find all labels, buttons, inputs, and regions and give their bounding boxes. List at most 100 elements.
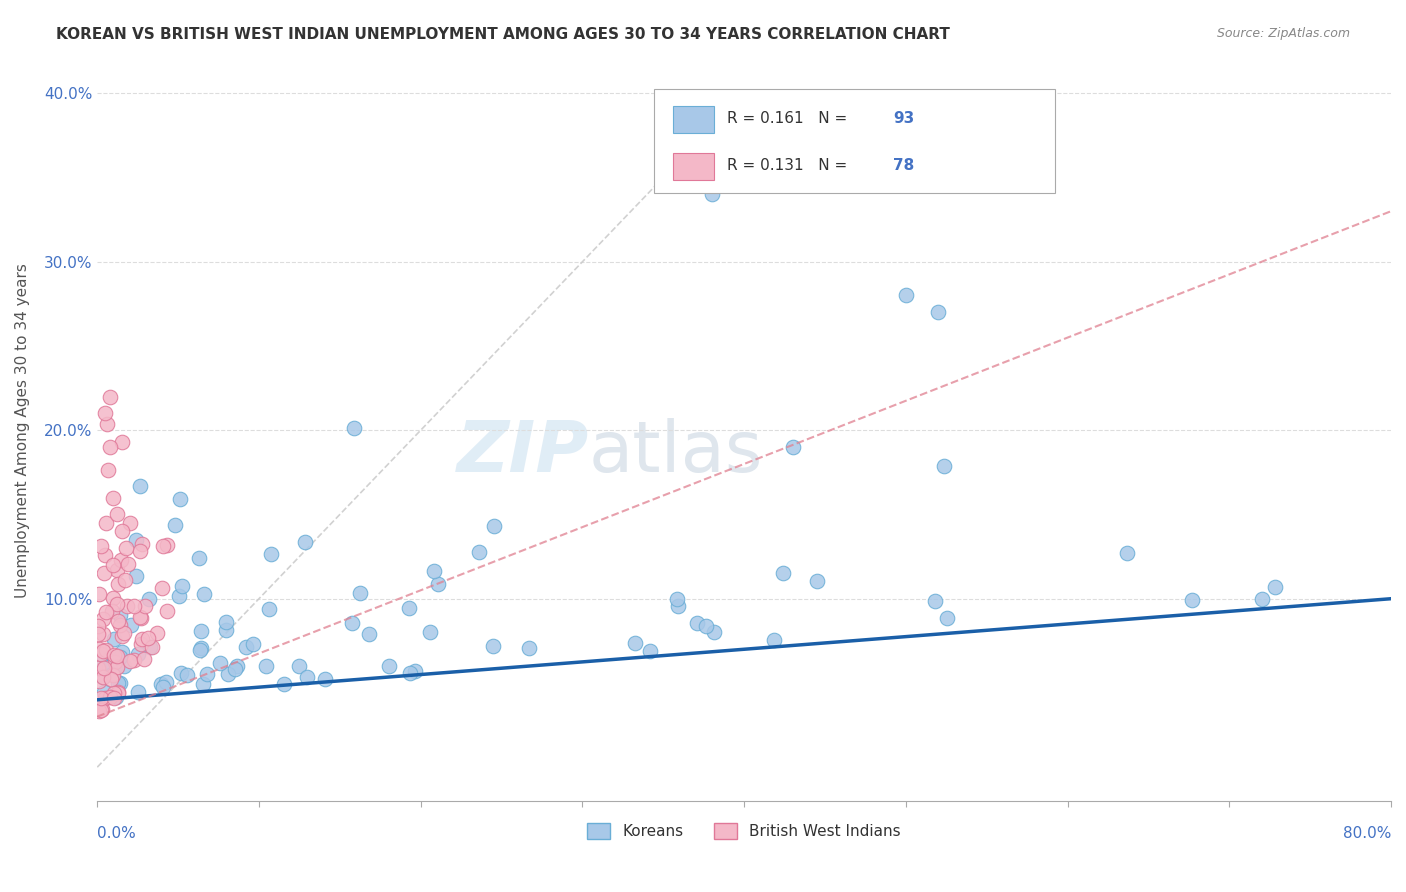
Point [146, 625, 169, 640]
Point [215, 623, 238, 637]
Point [343, 421, 366, 435]
Point [96, 417, 118, 432]
Point [259, 601, 281, 615]
Point [125, 533, 148, 547]
Point [117, 558, 139, 572]
Point [103, 491, 125, 505]
Point [91, 670, 114, 684]
Point [91, 627, 114, 641]
Text: atlas: atlas [589, 418, 763, 487]
Point [235, 640, 257, 655]
Point [152, 540, 174, 554]
Point [806, 574, 828, 588]
Point [127, 684, 149, 698]
Point [695, 619, 717, 633]
Point [103, 691, 125, 706]
Point [120, 654, 142, 668]
Point [87, 661, 110, 675]
Point [128, 479, 150, 493]
Point [103, 648, 125, 663]
Point [114, 573, 136, 587]
Point [404, 664, 426, 678]
Point [89, 642, 111, 657]
Point [927, 305, 949, 319]
Point [105, 508, 128, 522]
Point [700, 187, 723, 202]
Point [242, 638, 264, 652]
Point [377, 659, 399, 673]
Point [115, 599, 138, 614]
Point [97, 660, 120, 674]
Point [101, 667, 124, 681]
Point [90, 691, 112, 706]
Point [98, 440, 121, 454]
Point [101, 604, 124, 618]
Point [125, 568, 148, 582]
Point [110, 650, 132, 665]
Point [110, 553, 132, 567]
Point [112, 626, 135, 640]
Point [105, 563, 128, 577]
Point [131, 632, 153, 646]
Point [273, 677, 295, 691]
Point [419, 625, 441, 640]
Point [1181, 592, 1204, 607]
FancyBboxPatch shape [654, 89, 1054, 193]
Point [152, 680, 174, 694]
Point [195, 667, 218, 681]
Point [666, 591, 689, 606]
Point [107, 577, 129, 591]
Point [128, 544, 150, 558]
Point [105, 648, 128, 663]
Point [108, 607, 131, 622]
Point [936, 610, 959, 624]
Point [87, 627, 110, 641]
Point [686, 615, 709, 630]
Text: ZIP: ZIP [457, 418, 589, 487]
Point [93, 685, 115, 699]
Point [167, 589, 190, 603]
Point [288, 659, 311, 673]
Point [107, 685, 129, 699]
Point [89, 704, 111, 718]
Point [1116, 546, 1139, 560]
Point [209, 656, 232, 670]
Point [190, 643, 212, 657]
Point [163, 517, 186, 532]
Point [90, 669, 112, 683]
Point [932, 459, 955, 474]
FancyBboxPatch shape [673, 153, 714, 179]
Point [138, 592, 160, 607]
Point [924, 594, 946, 608]
Point [357, 627, 380, 641]
Point [150, 582, 173, 596]
Point [703, 625, 725, 640]
Text: 93: 93 [893, 112, 914, 127]
Point [772, 566, 794, 581]
Point [87, 701, 110, 715]
Point [94, 691, 117, 706]
Text: R = 0.131   N =: R = 0.131 N = [727, 158, 852, 173]
Point [225, 659, 247, 673]
Point [131, 611, 153, 625]
Text: R = 0.161   N =: R = 0.161 N = [727, 112, 852, 127]
Point [91, 701, 114, 715]
Point [97, 463, 120, 477]
Text: KOREAN VS BRITISH WEST INDIAN UNEMPLOYMENT AMONG AGES 30 TO 34 YEARS CORRELATION: KOREAN VS BRITISH WEST INDIAN UNEMPLOYME… [56, 27, 950, 42]
Point [190, 624, 212, 639]
Point [782, 440, 804, 454]
Point [217, 667, 239, 681]
Point [94, 643, 117, 657]
Point [103, 686, 125, 700]
Text: Source: ZipAtlas.com: Source: ZipAtlas.com [1216, 27, 1350, 40]
Point [120, 618, 142, 632]
Point [349, 586, 371, 600]
Point [87, 618, 110, 632]
Point [90, 703, 112, 717]
Point [131, 637, 153, 651]
Point [120, 516, 142, 531]
Point [108, 675, 131, 690]
Point [254, 659, 277, 673]
Point [517, 640, 540, 655]
Point [468, 545, 491, 559]
